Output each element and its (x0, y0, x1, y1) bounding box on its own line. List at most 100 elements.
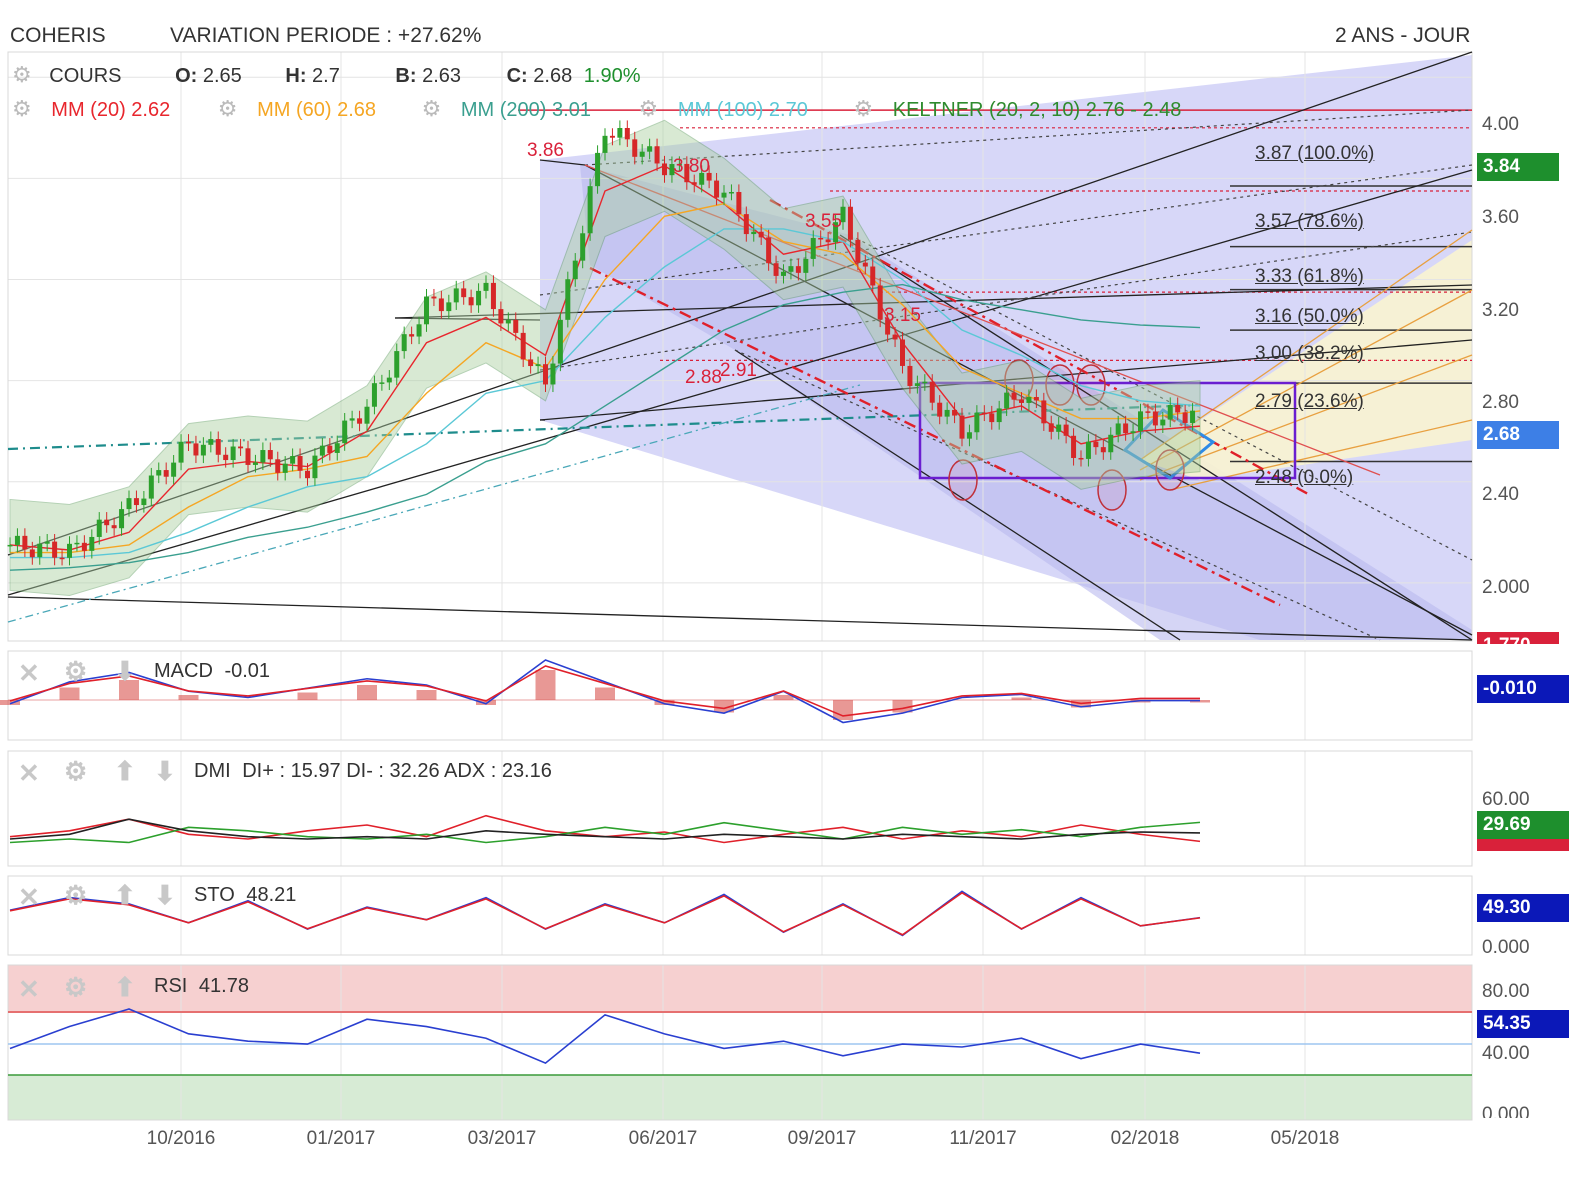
candle-body (148, 475, 154, 499)
down-channel-fill (580, 165, 1472, 640)
gear-icon[interactable]: ⚙ (421, 96, 442, 121)
arrow-down-icon[interactable]: ⬇ (154, 880, 176, 910)
macd-histogram-bar (714, 700, 734, 713)
macd-label: MACD -0.01 (154, 660, 270, 683)
sto-name: STO (194, 884, 235, 906)
date-tick: 02/2018 (1110, 1128, 1180, 1149)
date-tick: 10/2016 (146, 1128, 216, 1149)
close-icon[interactable]: ✕ (18, 658, 40, 688)
close-icon[interactable]: ✕ (18, 974, 40, 1004)
series-line-mm-100- (10, 228, 1201, 559)
candle-body (126, 498, 132, 510)
candle-body (394, 351, 400, 378)
candle-body (260, 450, 266, 463)
teal-support-line (7, 384, 861, 623)
candle-body (371, 383, 377, 407)
close-icon[interactable]: ✕ (18, 882, 40, 912)
macd-histogram-bar (297, 692, 318, 700)
candle-body (1011, 392, 1017, 400)
candle-body (1041, 400, 1047, 424)
candle-body (379, 382, 385, 384)
trend-line (839, 234, 1473, 641)
gear-icon[interactable]: ⚙ (853, 96, 874, 121)
candle-body (952, 409, 958, 416)
dmi-minus-line (9, 821, 1201, 844)
candle-body (104, 519, 110, 526)
candle-body (1085, 441, 1091, 459)
dmi-value-tag: 29.69 (1477, 811, 1569, 839)
candle-body (81, 542, 87, 551)
candle-body (781, 271, 786, 276)
gear-icon[interactable]: ⚙ (64, 756, 88, 786)
candle-body (22, 535, 28, 550)
candle-body (1167, 404, 1173, 420)
annotation-380: 3.80 (673, 156, 710, 177)
candle-body (877, 285, 883, 320)
gear-icon[interactable]: ⚙ (12, 96, 32, 121)
candle-body (669, 164, 675, 176)
candle-body (1093, 441, 1099, 448)
candle-body (59, 557, 65, 560)
gear-icon[interactable]: ⚙ (64, 972, 88, 1002)
legend-mm20: MM (20) 2.62 (51, 99, 171, 121)
candle-body (133, 498, 139, 506)
candle-body (528, 359, 534, 367)
macd-histogram-bar (59, 687, 80, 700)
fib-label: 3.16 (50.0%) (1255, 306, 1364, 327)
fan-line (849, 234, 1473, 561)
candle-body (1115, 423, 1121, 435)
rsi-value-tag: 54.35 (1477, 1010, 1569, 1038)
macd-histogram-bar (357, 685, 377, 700)
rsi-value: 41.78 (198, 975, 249, 997)
candle-body (1026, 397, 1032, 403)
candle-body (595, 152, 601, 187)
candle-body (1152, 411, 1158, 426)
arrow-up-icon[interactable]: ⬆ (114, 756, 136, 786)
candle-body (1182, 412, 1188, 423)
candle-body (1004, 392, 1010, 409)
gear-icon[interactable]: ⚙ (638, 96, 659, 121)
period-selector[interactable]: 2 ANS - JOUR (1335, 24, 1471, 47)
candle-body (788, 266, 794, 272)
candle-body (966, 432, 972, 439)
candle-body (305, 470, 310, 479)
candle-body (446, 302, 452, 312)
candle-body (230, 446, 236, 461)
arrow-up-icon[interactable]: ⬆ (114, 972, 136, 1002)
candle-body (572, 260, 578, 280)
gear-icon[interactable]: ⚙ (12, 62, 32, 87)
rsi-tick: 80.00 (1482, 981, 1530, 1002)
adx-line (9, 818, 1201, 840)
dmi-name: DMI (194, 760, 231, 782)
candle-body (171, 462, 177, 477)
candle-body (319, 445, 325, 456)
gear-icon[interactable]: ⚙ (64, 656, 88, 686)
rsi-tick: 0.000 (1482, 1104, 1530, 1118)
trend-line (539, 159, 586, 166)
macd-histogram-bar (773, 695, 794, 700)
date-tick: 11/2017 (949, 1128, 1017, 1149)
close-icon[interactable]: ✕ (18, 758, 40, 788)
candle-body (1033, 397, 1039, 401)
date-tick: 06/2017 (628, 1128, 698, 1149)
candle-body (691, 182, 697, 185)
arrow-down-icon[interactable]: ⬇ (154, 756, 176, 786)
candle-body (766, 237, 772, 264)
candle-body (357, 418, 363, 424)
candle-body (840, 206, 846, 223)
fib-fan-line (1139, 229, 1473, 461)
arrow-up-icon[interactable]: ⬆ (114, 880, 136, 910)
candle-body (662, 163, 667, 176)
candle-body (647, 146, 653, 152)
candle-body (892, 334, 898, 340)
pattern-ellipse (1155, 449, 1185, 491)
gear-icon[interactable]: ⚙ (64, 880, 88, 910)
candle-body (498, 309, 504, 324)
rsi-name: RSI (154, 975, 188, 997)
arrow-down-icon[interactable]: ⬇ (114, 656, 136, 686)
fib-label: 3.33 (61.8%) (1255, 266, 1364, 287)
candle-body (580, 233, 586, 261)
rsi-tick: 40.00 (1482, 1043, 1530, 1064)
gear-icon[interactable]: ⚙ (217, 96, 238, 121)
